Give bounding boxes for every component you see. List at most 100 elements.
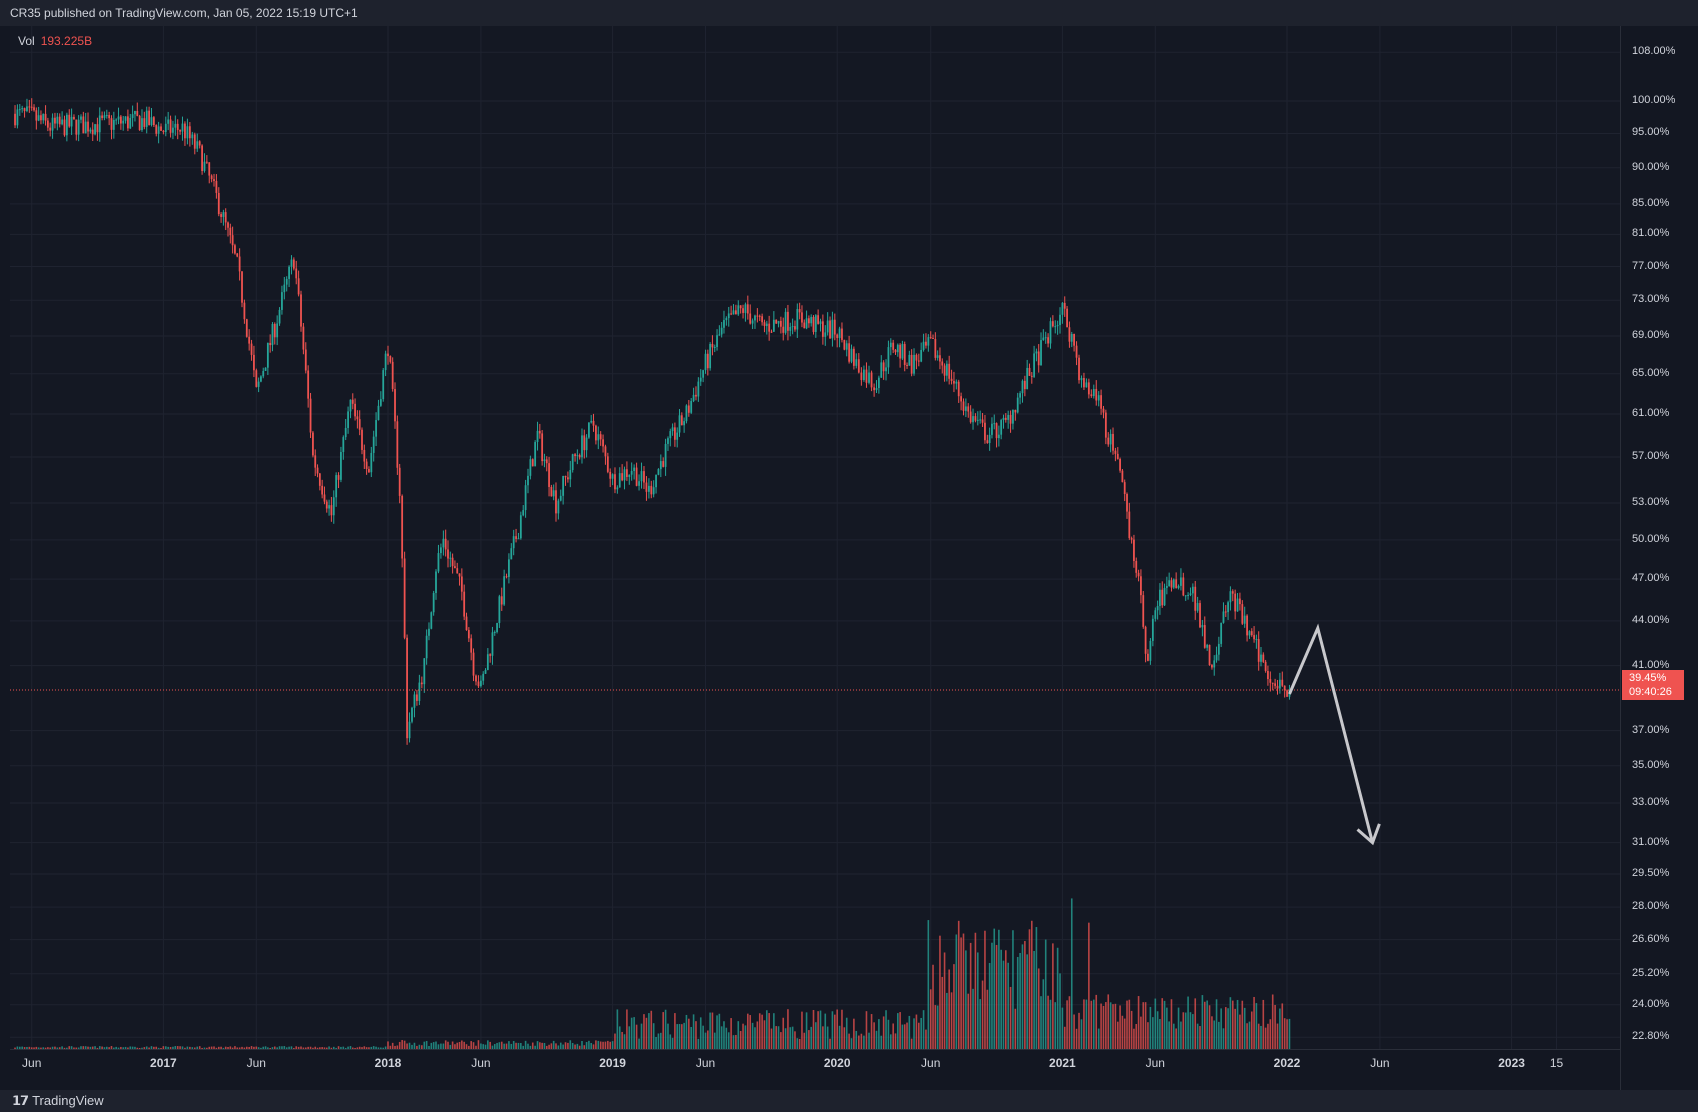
candle-body	[1229, 591, 1232, 603]
volume-bar	[899, 1012, 901, 1049]
candle-body	[1203, 625, 1206, 648]
candle-body	[1231, 591, 1234, 594]
volume-bar	[1229, 997, 1232, 1049]
volume-bar	[288, 1046, 290, 1049]
candle-body	[1165, 586, 1168, 588]
candle-body	[201, 145, 203, 172]
candle-body	[164, 123, 167, 133]
price-candles	[14, 98, 1291, 745]
candle-body	[602, 439, 604, 447]
volume-bar	[1201, 995, 1204, 1049]
candle-body	[1211, 665, 1213, 668]
volume-bar	[480, 1043, 482, 1049]
volume-bar	[557, 1045, 560, 1049]
volume-bar	[297, 1046, 300, 1049]
publish-header: CR35 published on TradingView.com, Jan 0…	[0, 0, 1698, 26]
candle-body	[1208, 644, 1211, 666]
volume-bar	[503, 1043, 505, 1049]
candle-body	[1215, 654, 1218, 661]
volume-bar	[136, 1047, 139, 1049]
volume-bar	[692, 1014, 695, 1049]
candle-body	[58, 116, 61, 125]
candle-body	[1080, 377, 1083, 381]
volume-bar	[1239, 1014, 1241, 1049]
volume-bar	[267, 1047, 269, 1049]
candle-body	[567, 477, 569, 480]
volume-bar	[1078, 1012, 1080, 1049]
volume-bar	[803, 1032, 806, 1049]
candle-body	[704, 353, 707, 371]
candle-body	[285, 278, 288, 285]
volume-bar	[435, 1041, 437, 1049]
volume-bar	[1142, 1002, 1145, 1049]
candle-body	[460, 576, 463, 592]
volume-bar	[993, 928, 996, 1049]
candle-body	[411, 707, 413, 722]
candle-body	[475, 675, 477, 682]
volume-bar	[761, 1014, 763, 1049]
candle-body	[1191, 586, 1194, 594]
candle-body	[1102, 408, 1105, 413]
volume-bar	[174, 1046, 177, 1049]
volume-bar	[191, 1047, 194, 1049]
tradingview-logo-icon[interactable]: 𝟭𝟳	[12, 1093, 29, 1108]
candle-body	[1234, 593, 1237, 612]
candle-body	[1044, 337, 1047, 339]
candle-body	[621, 473, 624, 481]
candle-body	[690, 401, 693, 413]
volume-bar	[319, 1047, 321, 1049]
volume-bar	[413, 1042, 416, 1049]
volume-bar	[110, 1046, 113, 1049]
candle-body	[648, 485, 650, 492]
candle-body	[278, 309, 281, 324]
candle-body	[1180, 577, 1182, 586]
volume-bar	[979, 999, 981, 1049]
volume-legend[interactable]: Vol 193.225B	[18, 34, 92, 48]
candle-body	[193, 134, 196, 149]
volume-bar	[798, 1038, 801, 1049]
volume-bar	[418, 1044, 421, 1049]
time-tick-label: 2018	[374, 1056, 402, 1070]
volume-bar	[1231, 1000, 1234, 1049]
candle-body	[162, 130, 165, 133]
volume-bar	[66, 1047, 68, 1049]
volume-bar	[164, 1046, 167, 1049]
candle-body	[885, 367, 887, 372]
volume-bar	[690, 1026, 693, 1049]
candle-body	[650, 485, 653, 495]
candle-body	[418, 682, 421, 701]
chart-pane[interactable]	[10, 26, 1620, 1050]
candle-body	[82, 116, 85, 134]
volume-bar	[361, 1047, 363, 1049]
candle-body	[148, 110, 150, 126]
candle-body	[1070, 333, 1073, 342]
volume-bar	[451, 1041, 454, 1049]
candle-body	[906, 364, 908, 366]
candle-body	[1168, 580, 1171, 587]
candle-body	[26, 106, 28, 112]
volume-bar	[901, 1024, 904, 1049]
candle-body	[943, 365, 946, 376]
candle-body	[1196, 603, 1199, 611]
arrow-drawing[interactable]	[1288, 623, 1374, 844]
volume-bar	[380, 1047, 382, 1049]
candle-body	[500, 596, 503, 605]
candle-body	[243, 302, 246, 320]
candle-body	[1283, 685, 1286, 691]
candle-body	[657, 469, 660, 475]
candle-body	[510, 548, 513, 560]
volume-bar	[836, 1009, 838, 1049]
volume-bar	[285, 1047, 288, 1049]
volume-bar	[628, 1026, 631, 1049]
candle-body	[725, 318, 728, 321]
candle-body	[262, 370, 265, 377]
candle-body	[623, 469, 626, 481]
volume-bar	[531, 1042, 534, 1049]
candle-body	[1014, 409, 1017, 413]
candle-body	[671, 427, 674, 432]
volume-bar	[321, 1047, 323, 1049]
volume-bar	[1189, 1012, 1192, 1049]
volume-bar	[829, 1038, 831, 1049]
candle-body	[325, 501, 328, 509]
